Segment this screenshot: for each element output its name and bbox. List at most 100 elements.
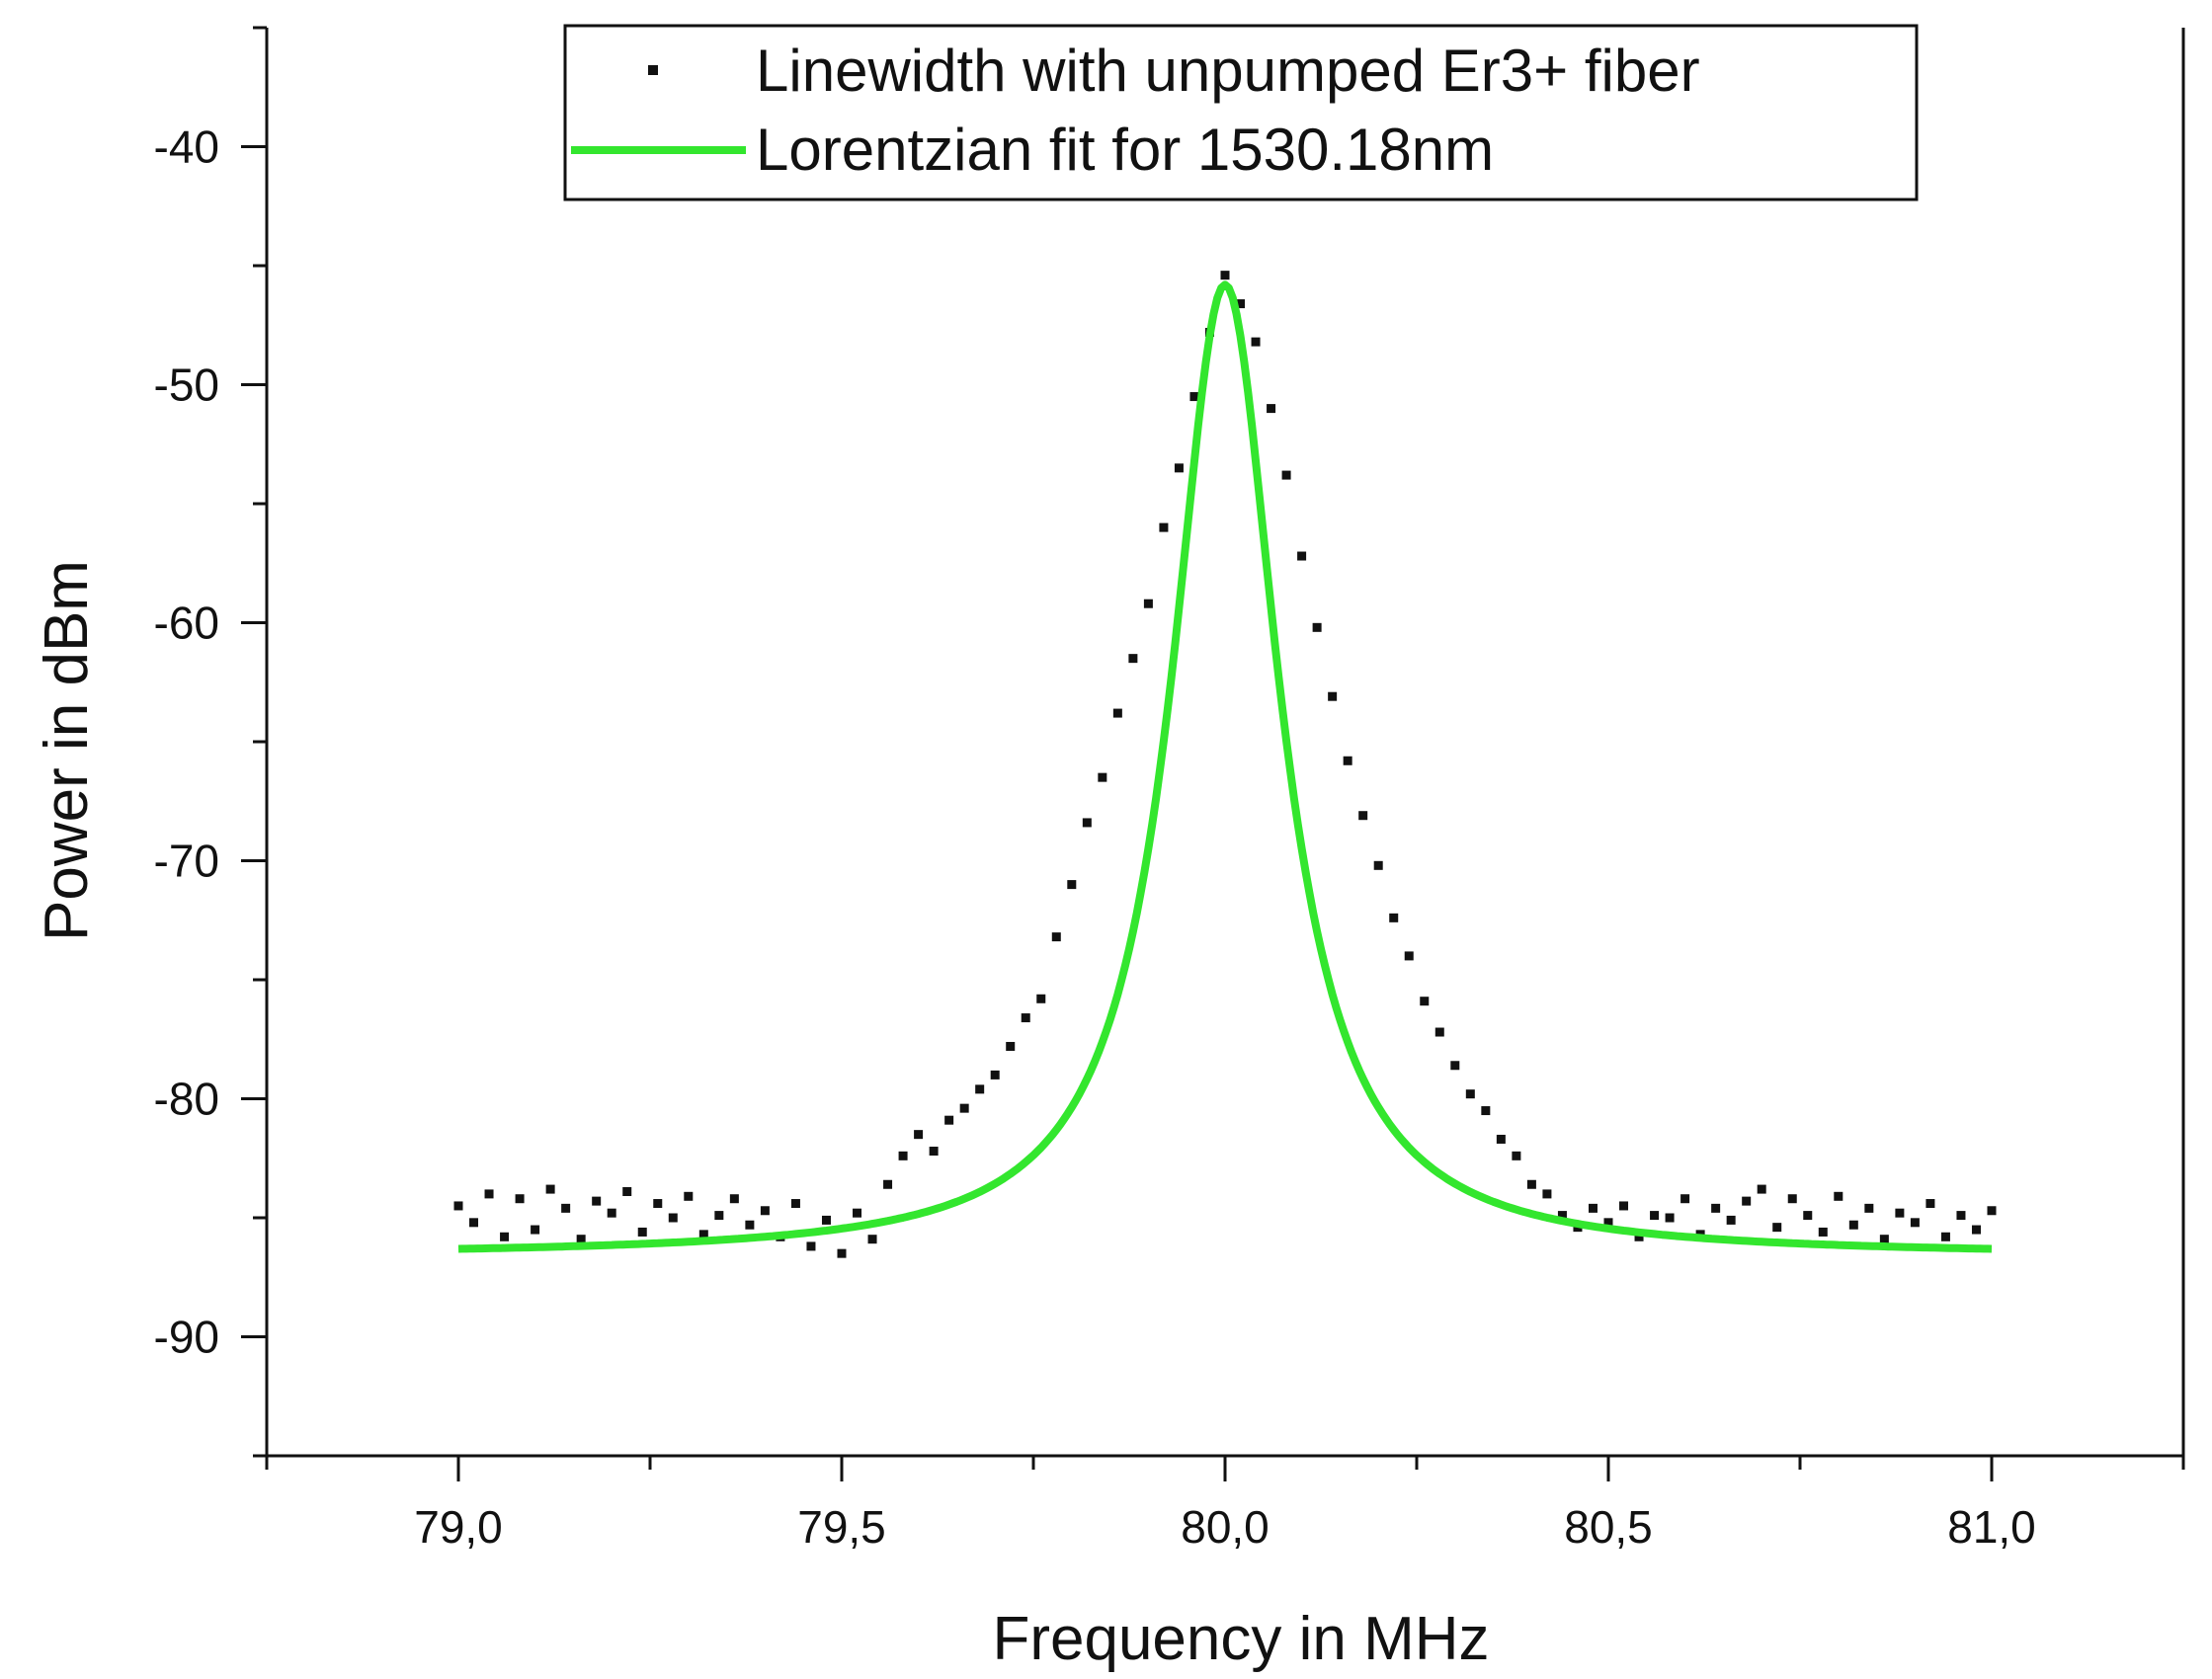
data-point — [1420, 997, 1430, 1006]
data-point — [515, 1194, 525, 1204]
data-point — [1925, 1199, 1935, 1209]
x-tick-label: 79,5 — [797, 1501, 886, 1553]
x-tick-label: 79,0 — [414, 1501, 503, 1553]
data-point — [1389, 913, 1399, 922]
data-point — [853, 1208, 862, 1218]
data-point — [1143, 599, 1153, 608]
data-point — [1496, 1134, 1506, 1144]
data-point — [1726, 1215, 1736, 1225]
data-point — [1036, 994, 1046, 1003]
data-point — [653, 1199, 663, 1209]
data-point — [1834, 1191, 1843, 1201]
data-point — [1818, 1227, 1828, 1237]
data-point — [944, 1115, 954, 1125]
data-point — [1128, 654, 1138, 664]
data-point — [1404, 951, 1414, 961]
data-point — [883, 1179, 893, 1189]
data-point — [929, 1147, 939, 1157]
data-point — [1787, 1194, 1797, 1204]
data-point — [1189, 392, 1199, 402]
data-point — [914, 1130, 924, 1140]
data-point — [1619, 1201, 1629, 1211]
data-point — [622, 1186, 632, 1196]
data-point — [1112, 708, 1122, 718]
data-point — [637, 1227, 647, 1237]
fit-curve-group — [457, 280, 1993, 1253]
data-point — [1987, 1206, 1997, 1216]
data-point — [1772, 1223, 1782, 1233]
data-point — [1297, 551, 1307, 561]
data-point — [1588, 1203, 1598, 1213]
data-point — [1634, 1232, 1644, 1241]
data-point — [1711, 1203, 1721, 1213]
data-point — [1343, 756, 1352, 765]
data-point — [531, 1225, 540, 1235]
legend: Linewidth with unpumped Er3+ fiber Loren… — [563, 24, 1919, 201]
lorentzian-fit-curve — [457, 280, 1993, 1253]
data-point — [1803, 1211, 1813, 1221]
data-point — [684, 1191, 694, 1201]
data-point — [990, 1070, 1000, 1079]
data-point — [1465, 1089, 1475, 1099]
x-tick-label: 80,5 — [1564, 1501, 1653, 1553]
data-point — [714, 1211, 724, 1221]
data-point — [867, 1235, 877, 1244]
data-point — [1450, 1061, 1460, 1071]
data-point — [1067, 880, 1077, 890]
data-point — [1051, 932, 1061, 942]
data-point — [1742, 1196, 1752, 1206]
data-point — [1267, 404, 1276, 414]
x-tick-label: 81,0 — [1947, 1501, 2036, 1553]
data-point — [698, 1230, 708, 1239]
data-point — [1542, 1189, 1552, 1199]
data-point — [668, 1213, 678, 1223]
data-point — [1281, 470, 1291, 480]
data-point — [1848, 1220, 1858, 1230]
data-point — [1358, 811, 1368, 821]
data-point — [576, 1235, 586, 1244]
data-point — [1512, 1151, 1521, 1160]
data-point — [1251, 337, 1261, 347]
y-tick-label: -40 — [154, 121, 219, 173]
y-tick-label: -90 — [154, 1312, 219, 1363]
data-point — [898, 1151, 908, 1160]
data-point — [1971, 1225, 1981, 1235]
data-point — [1864, 1203, 1874, 1213]
data-point — [1603, 1218, 1613, 1228]
legend-label-fit: Lorentzian fit for 1530.18nm — [756, 117, 1494, 183]
data-point — [1940, 1232, 1950, 1241]
data-point — [1220, 271, 1230, 280]
data-point — [561, 1203, 571, 1213]
data-point — [1879, 1235, 1889, 1244]
data-point — [1481, 1106, 1491, 1116]
data-point — [975, 1084, 985, 1094]
data-point — [1328, 691, 1338, 701]
data-point — [745, 1220, 755, 1230]
data-point — [1236, 299, 1246, 309]
data-point — [959, 1103, 969, 1113]
legend-scatter-marker — [648, 65, 658, 75]
data-point — [1098, 772, 1107, 782]
data-point — [1082, 818, 1092, 828]
data-point — [592, 1196, 602, 1206]
data-point — [1021, 1013, 1030, 1023]
y-tick-label: -50 — [154, 360, 219, 411]
data-point — [837, 1248, 847, 1258]
data-point — [1159, 522, 1169, 532]
data-point — [1910, 1218, 1920, 1228]
data-point — [790, 1199, 800, 1209]
data-point — [453, 1201, 463, 1211]
data-point — [607, 1208, 616, 1218]
data-point — [1680, 1194, 1690, 1204]
data-point — [1434, 1027, 1444, 1037]
data-point — [729, 1194, 739, 1204]
y-tick-label: -70 — [154, 836, 219, 887]
axis-ticks: 79,0 79,5 80,0 80,5 81,0 -90 -80 -70 -60 -50 -40 — [154, 26, 2185, 1553]
y-tick-label: -80 — [154, 1074, 219, 1125]
data-point — [1650, 1211, 1660, 1221]
y-tick-label: -60 — [154, 598, 219, 649]
data-point — [1895, 1208, 1905, 1218]
data-point — [1312, 622, 1322, 632]
data-point — [1526, 1179, 1536, 1189]
